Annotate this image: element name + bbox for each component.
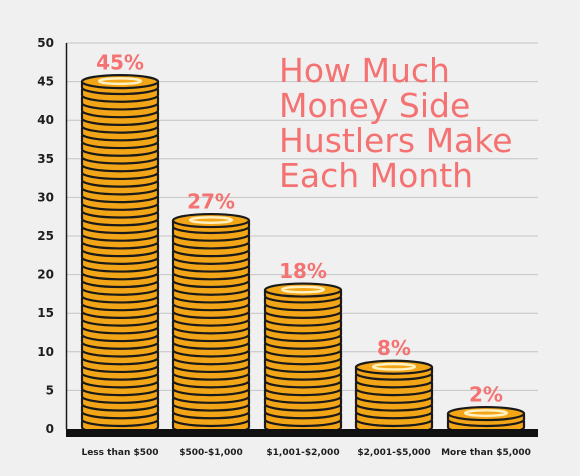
coin-shine (463, 409, 509, 417)
data-label: 8% (377, 336, 411, 360)
chart-title-line: Hustlers Make (279, 121, 513, 160)
y-tick-label: 0 (46, 422, 54, 436)
x-tick-label: More than $5,000 (441, 448, 531, 458)
chart-title-line: How Much (279, 51, 450, 90)
y-tick-label: 35 (37, 152, 54, 166)
x-tick-label: $1,001-$2,000 (266, 448, 339, 458)
y-tick-label: 50 (37, 36, 54, 50)
x-tick-label: $2,001-$5,000 (357, 448, 430, 458)
y-tick-label: 10 (37, 345, 54, 359)
y-tick-label: 25 (37, 229, 54, 243)
coin-top (354, 359, 434, 375)
coin-top (446, 405, 526, 422)
coin-shine (371, 362, 417, 371)
chart-title-line: Each Month (279, 156, 473, 195)
coin-shine (97, 77, 143, 86)
bar-coin-stack: 18% (263, 259, 343, 435)
y-tick-label: 45 (37, 75, 54, 89)
bar-coin-stack: 8% (354, 336, 434, 435)
y-tick-label: 15 (37, 306, 54, 320)
bar-coin-stack: 27% (171, 190, 251, 435)
y-tick-label: 40 (37, 113, 54, 127)
data-label: 18% (279, 259, 327, 283)
data-label: 2% (469, 383, 503, 407)
x-tick-label: $500-$1,000 (179, 448, 243, 458)
y-tick-label: 20 (37, 268, 54, 282)
y-axis: 0 5 10 15 20 25 30 35 40 45 50 (37, 36, 68, 436)
x-axis: Less than $500 $500-$1,000 $1,001-$2,000 $2… (66, 429, 538, 458)
coin-top (263, 282, 343, 298)
y-tick-label: 5 (46, 383, 54, 397)
chart-title-line: Money Side (279, 86, 470, 125)
coin-shine (280, 285, 326, 294)
data-label: 45% (96, 51, 144, 75)
x-tick-label: Less than $500 (81, 448, 158, 458)
data-label: 27% (187, 190, 235, 214)
coin-top (80, 73, 160, 90)
x-axis-baseline (66, 429, 538, 437)
coin-top (171, 212, 251, 229)
y-tick-label: 30 (37, 190, 54, 204)
bar-coin-stack: 45% (80, 51, 160, 435)
bar-coin-stack: 2% (446, 383, 526, 435)
coin-shine (188, 216, 234, 224)
